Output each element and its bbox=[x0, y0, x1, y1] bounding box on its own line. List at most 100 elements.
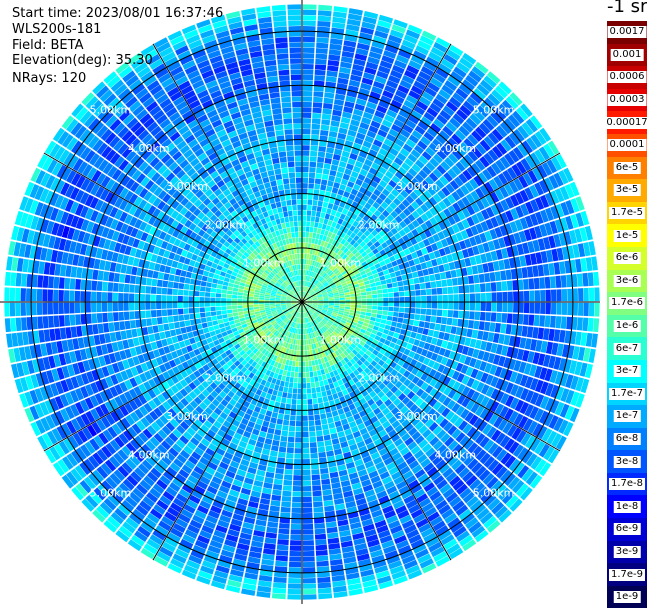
range-gate-cell bbox=[48, 289, 53, 301]
range-gate-cell bbox=[280, 441, 287, 447]
range-gate-cell bbox=[366, 312, 372, 316]
range-gate-cell bbox=[312, 124, 320, 130]
range-gate-cell bbox=[294, 377, 298, 382]
range-gate-cell bbox=[216, 298, 221, 302]
range-gate-cell bbox=[287, 371, 291, 377]
range-gate-cell bbox=[303, 481, 311, 486]
range-gate-cell bbox=[42, 289, 47, 301]
range-gate-cell bbox=[540, 290, 545, 301]
range-gate-cell bbox=[279, 386, 284, 392]
range-gate-cell bbox=[205, 332, 211, 338]
range-gate-cell bbox=[397, 318, 403, 323]
range-gate-cell bbox=[306, 367, 310, 372]
range-gate-cell bbox=[275, 473, 284, 479]
range-gate-cell bbox=[495, 323, 501, 333]
range-gate-cell bbox=[332, 410, 339, 416]
range-gate-cell bbox=[303, 475, 311, 480]
range-gate-cell bbox=[415, 333, 421, 340]
range-gate-cell bbox=[539, 277, 545, 288]
range-gate-cell bbox=[372, 298, 377, 301]
range-gate-cell bbox=[466, 267, 472, 276]
range-gate-cell bbox=[205, 302, 210, 306]
range-gate-cell bbox=[21, 303, 26, 316]
range-gate-cell bbox=[453, 310, 459, 317]
range-gate-cell bbox=[548, 329, 555, 341]
range-gate-cell bbox=[388, 293, 393, 297]
range-gate-cell bbox=[59, 290, 64, 301]
range-gate-cell bbox=[211, 311, 217, 316]
range-gate-cell bbox=[183, 308, 188, 314]
range-gate-cell bbox=[287, 448, 294, 454]
range-gate-cell bbox=[334, 298, 339, 300]
range-gate-cell bbox=[318, 201, 323, 207]
range-gate-cell bbox=[302, 232, 305, 237]
range-gate-cell bbox=[303, 535, 314, 540]
range-gate-cell bbox=[437, 302, 442, 308]
range-gate-cell bbox=[328, 60, 340, 66]
range-gate-cell bbox=[291, 524, 301, 529]
range-gate-cell bbox=[286, 453, 293, 459]
range-gate-cell bbox=[399, 292, 404, 297]
range-gate-cell bbox=[317, 21, 330, 27]
range-gate-cell bbox=[92, 324, 98, 334]
range-gate-cell bbox=[500, 270, 506, 280]
range-gate-cell bbox=[507, 313, 513, 323]
range-gate-cell bbox=[367, 295, 372, 299]
range-gate-cell bbox=[415, 290, 420, 296]
range-gate-cell bbox=[328, 175, 335, 181]
range-gate-cell bbox=[174, 322, 180, 329]
range-gate-cell bbox=[293, 475, 301, 480]
range-gate-cell bbox=[172, 302, 177, 308]
range-gate-cell bbox=[372, 290, 377, 294]
range-gate-cell bbox=[238, 308, 243, 312]
range-gate-cell bbox=[207, 321, 213, 326]
range-gate-cell bbox=[314, 512, 324, 518]
range-gate-cell bbox=[302, 367, 305, 372]
range-gate-cell bbox=[399, 307, 404, 312]
range-gate-cell bbox=[107, 303, 112, 312]
range-gate-cell bbox=[327, 417, 334, 423]
range-gate-cell bbox=[315, 528, 326, 534]
range-gate-cell bbox=[329, 49, 341, 56]
range-gate-cell bbox=[322, 174, 329, 180]
range-gate-cell bbox=[86, 291, 91, 301]
range-gate-cell bbox=[310, 162, 317, 168]
range-gate-cell bbox=[438, 265, 444, 273]
range-gate-cell bbox=[303, 464, 311, 469]
range-gate-cell bbox=[388, 311, 394, 316]
range-gate-cell bbox=[322, 484, 331, 490]
range-gate-cell bbox=[328, 422, 335, 428]
range-gate-cell bbox=[312, 113, 321, 119]
range-gate-cell bbox=[276, 555, 288, 561]
range-gate-cell bbox=[410, 266, 416, 273]
range-gate-cell bbox=[212, 320, 218, 325]
range-gate-cell bbox=[205, 312, 211, 317]
range-gate-cell bbox=[108, 322, 114, 331]
range-gate-cell bbox=[279, 447, 286, 453]
range-gate-cell bbox=[170, 329, 176, 336]
range-gate-cell bbox=[316, 550, 328, 556]
range-gate-cell bbox=[310, 448, 317, 454]
range-gate-cell bbox=[320, 468, 328, 474]
range-gate-cell bbox=[323, 219, 328, 225]
range-gate-cell bbox=[294, 454, 301, 459]
range-gate-cell bbox=[200, 313, 206, 318]
range-gate-cell bbox=[302, 194, 307, 199]
range-gate-cell bbox=[371, 313, 377, 317]
range-gate-cell bbox=[326, 450, 334, 456]
range-gate-cell bbox=[567, 289, 572, 301]
range-gate-cell bbox=[297, 389, 301, 394]
range-gate-cell bbox=[271, 495, 281, 501]
range-gate-cell bbox=[484, 322, 490, 331]
range-gate-cell bbox=[302, 399, 307, 404]
range-gate-cell bbox=[254, 304, 259, 307]
range-gate-cell bbox=[417, 270, 423, 277]
range-gate-cell bbox=[305, 351, 308, 356]
range-gate-cell bbox=[59, 315, 65, 326]
range-gate-cell bbox=[243, 305, 248, 308]
range-gate-cell bbox=[210, 297, 215, 301]
range-gate-cell bbox=[394, 302, 399, 306]
range-gate-cell bbox=[425, 315, 431, 321]
range-gate-cell bbox=[287, 594, 301, 599]
range-gate-cell bbox=[55, 328, 62, 340]
